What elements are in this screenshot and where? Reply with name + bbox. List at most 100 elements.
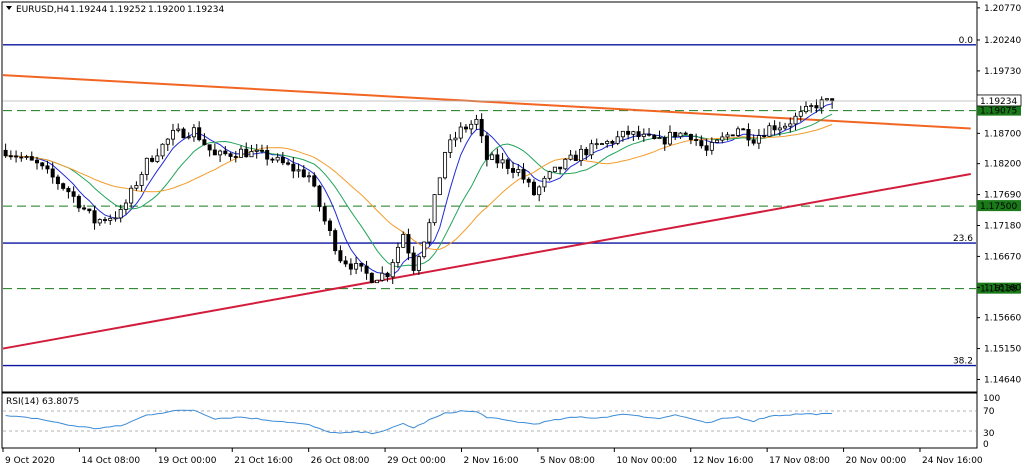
candle-50	[265, 145, 270, 166]
rsi-label: RSI(14) 63.8075	[6, 397, 79, 407]
candle-94	[495, 148, 500, 169]
candle-137	[720, 132, 725, 144]
candle-68	[359, 262, 364, 272]
candle-100	[526, 177, 531, 188]
candle-97	[511, 161, 516, 179]
candle-49	[259, 144, 264, 154]
x-tick-label-2: 19 Oct 00:00	[158, 456, 217, 466]
candle-32	[171, 123, 176, 146]
candle-78	[411, 246, 416, 275]
rsi-scale-100: 100	[983, 394, 1000, 404]
candle-126	[662, 135, 667, 151]
candle-79	[416, 255, 421, 275]
candle-57	[301, 165, 306, 178]
fib-label-2: 38.2	[953, 357, 973, 367]
candle-107	[563, 158, 568, 171]
candle-105	[552, 166, 557, 173]
y-tick-label-9: 1.16160	[984, 283, 1021, 293]
candle-89	[469, 120, 474, 135]
fib-label-1: 23.6	[953, 234, 973, 244]
candle-51	[270, 157, 275, 164]
candle-60	[317, 184, 322, 212]
candle-6	[35, 156, 40, 170]
candle-129	[678, 132, 683, 139]
candle-7	[40, 161, 45, 170]
level-price-label-3: 1.19075	[980, 107, 1017, 117]
candle-39	[207, 144, 212, 157]
candle-125	[657, 130, 662, 140]
candle-83	[437, 177, 442, 196]
candle-135	[709, 137, 714, 155]
level-price-label-4: 1.17500	[980, 202, 1017, 212]
x-tick-label-12: 24 Nov 16:00	[922, 456, 983, 466]
fib-label-0: 0.0	[959, 36, 974, 46]
x-tick-label-1: 14 Oct 08:00	[81, 456, 140, 466]
symbol-label: EURUSD,H4	[16, 5, 69, 15]
candle-38	[202, 133, 207, 146]
candle-31	[165, 138, 170, 151]
candle-150	[788, 117, 793, 133]
candle-8	[45, 160, 50, 174]
candle-53	[280, 151, 285, 166]
candle-9	[50, 162, 55, 184]
candle-87	[458, 122, 463, 143]
x-tick-label-6: 2 Nov 16:00	[463, 456, 518, 466]
x-tick-label-3: 21 Oct 16:00	[234, 456, 293, 466]
rsi-scale-70: 70	[983, 407, 995, 417]
candle-93	[490, 152, 495, 161]
candle-66	[348, 258, 353, 276]
candle-124	[652, 134, 657, 140]
candle-56	[296, 163, 301, 178]
y-tick-label-8: 1.16670	[984, 252, 1021, 262]
candle-14	[76, 194, 81, 212]
symbol-menu-triangle-icon[interactable]	[6, 6, 12, 10]
candle-103	[542, 175, 547, 192]
candle-75	[395, 242, 400, 269]
candle-101	[531, 179, 536, 197]
horizontal-levels: 0.0 23.6 38.2 1.19075 1.17500 1.16138	[3, 36, 1021, 367]
candle-139	[730, 134, 735, 137]
candle-111	[584, 146, 589, 160]
candle-54	[286, 159, 291, 166]
candle-123	[647, 127, 652, 137]
y-tick-label-4: 1.18700	[984, 129, 1021, 139]
candle-73	[385, 271, 390, 282]
candle-141	[741, 127, 746, 131]
candle-96	[505, 158, 510, 175]
candlesticks	[3, 96, 835, 285]
candle-17	[92, 205, 97, 230]
candle-20	[108, 214, 113, 225]
candle-128	[673, 131, 678, 141]
candle-147	[772, 120, 777, 136]
candle-59	[312, 172, 317, 188]
candle-25	[134, 181, 139, 191]
candle-13	[71, 186, 76, 203]
x-tick-label-0: 9 Oct 2020	[5, 456, 55, 466]
candle-67	[354, 256, 359, 275]
candle-10	[55, 174, 60, 190]
candle-140	[735, 126, 740, 137]
level-price-tag-4	[977, 200, 1021, 212]
level-price-tag-3	[977, 104, 1021, 116]
candle-142	[746, 123, 751, 147]
candle-69	[364, 260, 369, 280]
y-tick-label-10: 1.15660	[984, 314, 1021, 324]
x-tick-label-8: 10 Nov 00:00	[616, 456, 677, 466]
candle-64	[338, 245, 343, 263]
y-tick-label-2: 1.19730	[984, 67, 1021, 77]
candle-108	[568, 150, 573, 161]
candle-98	[516, 164, 521, 177]
candle-22	[118, 204, 123, 223]
candle-70	[369, 272, 374, 284]
candle-18	[97, 218, 102, 226]
candle-65	[343, 256, 348, 268]
candle-45	[239, 145, 244, 158]
candle-41	[218, 149, 223, 162]
candle-122	[641, 128, 646, 142]
candle-113	[594, 138, 599, 150]
candle-11	[61, 182, 66, 191]
ohlc-low: 1.19200	[148, 5, 185, 15]
rsi-panel-frame	[1, 392, 978, 449]
